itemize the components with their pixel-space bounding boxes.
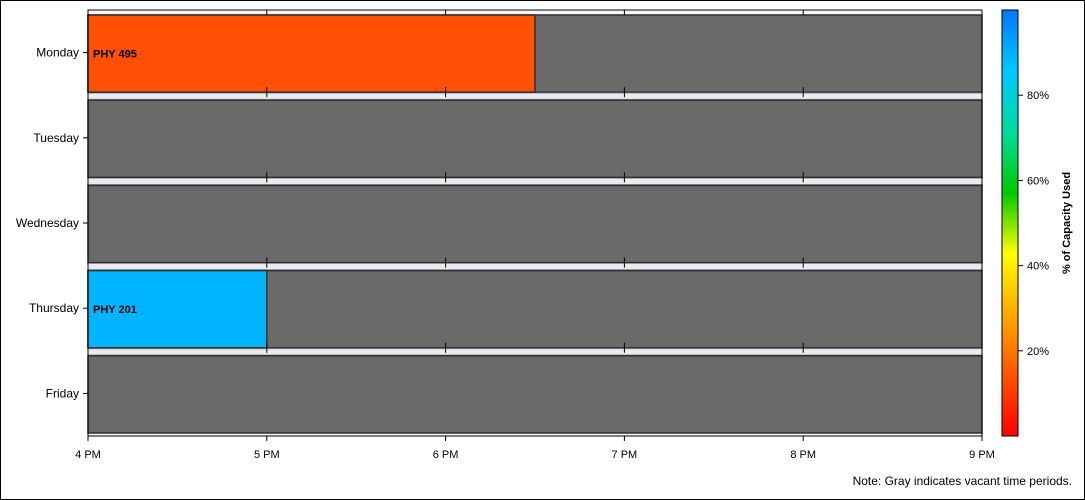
x-tick-label: 8 PM bbox=[790, 449, 816, 461]
booking-bar-thursday bbox=[87, 269, 268, 349]
booking-label: PHY 495 bbox=[93, 49, 137, 61]
x-tick-label: 6 PM bbox=[433, 449, 459, 461]
y-tick-label: Monday bbox=[36, 46, 79, 60]
booking-label: PHY 201 bbox=[93, 304, 137, 316]
vacant-bar-tuesday bbox=[87, 99, 983, 179]
booking-bar-monday bbox=[87, 14, 536, 93]
row-separator bbox=[87, 263, 983, 271]
row-separator bbox=[87, 92, 983, 100]
vacant-note: Note: Gray indicates vacant time periods… bbox=[852, 474, 1072, 488]
vacant-bar-friday bbox=[87, 355, 983, 434]
colorbar-tick-label: 40% bbox=[1027, 261, 1049, 273]
row-separator bbox=[87, 177, 983, 185]
colorbar bbox=[1001, 9, 1019, 437]
colorbar-tick-label: 20% bbox=[1027, 346, 1049, 358]
colorbar-tick-label: 80% bbox=[1027, 90, 1049, 102]
x-tick-label: 7 PM bbox=[612, 449, 638, 461]
x-tick-label: 9 PM bbox=[969, 449, 995, 461]
x-tick-label: 5 PM bbox=[254, 449, 280, 461]
row-separator bbox=[87, 348, 983, 356]
y-tick-label: Tuesday bbox=[33, 131, 79, 145]
colorbar-title: % of Capacity Used bbox=[1061, 172, 1073, 274]
colorbar-tick-label: 60% bbox=[1027, 175, 1049, 187]
y-tick-label: Friday bbox=[46, 386, 79, 400]
y-tick-label: Wednesday bbox=[16, 216, 79, 230]
vacant-bar-wednesday bbox=[87, 184, 983, 264]
y-tick-label: Thursday bbox=[29, 301, 79, 315]
plot-border bbox=[87, 9, 983, 437]
x-tick-label: 4 PM bbox=[75, 449, 101, 461]
